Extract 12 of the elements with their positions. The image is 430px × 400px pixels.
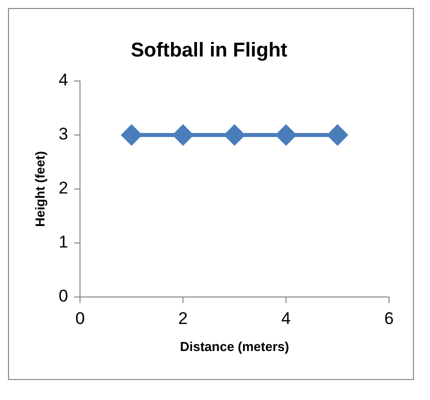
- y-tick-label: 4: [58, 70, 68, 90]
- x-tick-label: 4: [281, 308, 291, 328]
- x-axis-title: Distance (meters): [180, 338, 290, 354]
- chart-title: Softball in Flight: [130, 40, 288, 62]
- y-tick-label: 3: [58, 124, 68, 144]
- x-tick-label: 2: [178, 308, 188, 328]
- y-tick-label: 0: [58, 286, 68, 306]
- y-tick-label: 1: [58, 232, 68, 252]
- x-tick-label: 0: [75, 308, 85, 328]
- y-axis-title: Height (feet): [32, 151, 48, 227]
- x-tick-label: 6: [384, 308, 394, 328]
- y-tick-label: 2: [58, 178, 68, 198]
